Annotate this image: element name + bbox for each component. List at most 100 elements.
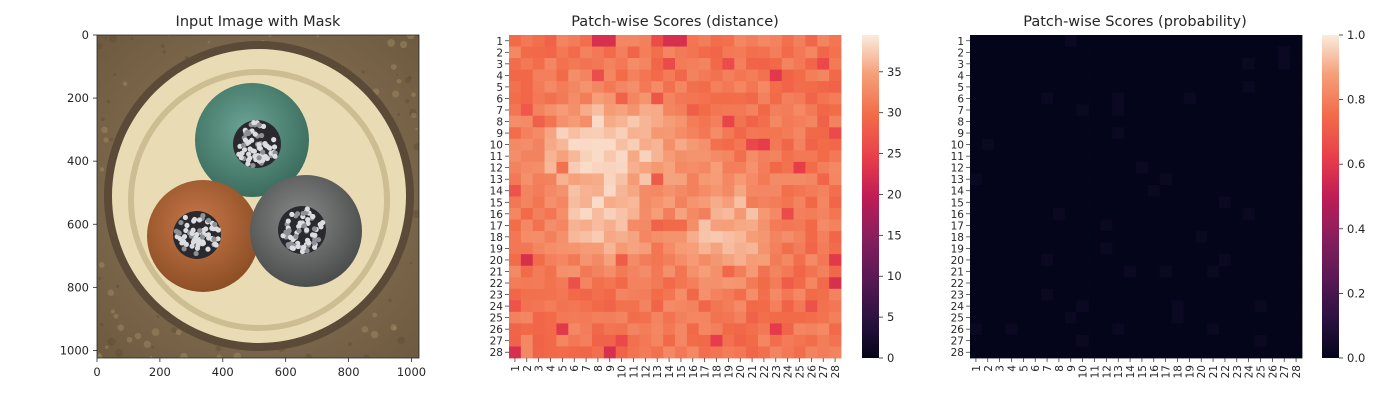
heatmap-cell (793, 46, 806, 59)
wire-strand (311, 244, 318, 250)
texture-speck (109, 137, 114, 142)
heatmap-cell (520, 161, 534, 174)
heatmap-cell (544, 254, 557, 267)
heatmap-cell (1195, 81, 1208, 94)
heatmap-cell (532, 161, 545, 174)
heatmap-cell (544, 265, 557, 278)
heatmap-cell (686, 265, 700, 278)
heatmap-cell (1290, 196, 1303, 209)
heatmap-cell (746, 127, 759, 140)
heatmap-cell (970, 104, 983, 117)
heatmap-cell (793, 196, 806, 209)
heatmap-cell (734, 254, 747, 267)
heatmap-y-tick-label: 15 (490, 197, 503, 209)
heatmap-cell (663, 265, 676, 278)
heatmap-cell (1159, 265, 1172, 278)
heatmap-cell (1029, 184, 1042, 197)
heatmap-x-tick-label: 12 (640, 365, 652, 378)
heatmap-y-tick-label: 9 (496, 128, 503, 140)
heatmap-cell (1029, 311, 1042, 324)
heatmap-cell (817, 81, 830, 94)
heatmap-cell (981, 115, 995, 128)
heatmap-cell (603, 115, 617, 128)
wire-strand (215, 227, 221, 233)
heatmap-cell (1230, 288, 1244, 301)
heatmap-cell (580, 81, 593, 94)
heatmap-cell (793, 115, 806, 128)
heatmap-cell (993, 127, 1006, 140)
heatmap-cell (734, 323, 747, 336)
heatmap-cell (698, 138, 711, 151)
heatmap-cell (817, 35, 830, 47)
heatmap-x-tick-label: 24 (783, 365, 795, 379)
heatmap-cell (1266, 323, 1279, 336)
texture-speck (392, 90, 400, 98)
heatmap-cell (1171, 254, 1184, 267)
heatmap-cell (639, 277, 652, 290)
heatmap-cell (627, 334, 640, 347)
heatmap-cell (627, 208, 640, 220)
heatmap-cell (580, 115, 593, 128)
heatmap-cell (1112, 219, 1125, 232)
heatmap-cell (556, 35, 569, 47)
heatmap-cell (1100, 115, 1113, 128)
heatmap-cell (580, 127, 593, 140)
wire-strand (295, 243, 301, 250)
heatmap-x-tick-label: 4 (546, 365, 558, 372)
heatmap-cell (710, 92, 723, 105)
heatmap-cell (1195, 288, 1208, 301)
heatmap-cell (1017, 219, 1030, 232)
heatmap-cell (1254, 300, 1267, 313)
heatmap-cell (1254, 242, 1267, 255)
heatmap-cell (1029, 150, 1042, 163)
heatmap-y-tick-label: 12 (490, 163, 503, 175)
texture-speck (180, 352, 188, 358)
heatmap-cell (651, 35, 664, 47)
heatmap-cell (722, 104, 735, 117)
heatmap-cell (981, 277, 995, 290)
texture-speck (107, 337, 116, 346)
heatmap-x-tick-label: 22 (759, 365, 771, 378)
heatmap-cell (1219, 208, 1232, 220)
heatmap-cell (1005, 265, 1018, 278)
heatmap-cell (1242, 254, 1255, 267)
heatmap-cell (675, 219, 688, 232)
heatmap-cell (1147, 69, 1161, 82)
heatmap-cell (1136, 115, 1149, 128)
heatmap-x-tick-label: 5 (1018, 365, 1030, 372)
heatmap-cell (1029, 219, 1042, 232)
heatmap-cell (1136, 35, 1149, 47)
heatmap-cell (663, 288, 676, 301)
heatmap-cell (592, 311, 605, 324)
heatmap-cell (1005, 288, 1018, 301)
heatmap-cell (580, 184, 593, 197)
heatmap-cell (710, 300, 723, 313)
heatmap-cell (592, 69, 605, 82)
heatmap-cell (520, 208, 534, 220)
heatmap-cell (1112, 196, 1125, 209)
heatmap-y-tick-label: 8 (496, 117, 503, 129)
heatmap-cell (1041, 46, 1054, 59)
heatmap-cell (615, 35, 628, 47)
heatmap-cell (1088, 184, 1101, 197)
texture-speck (370, 330, 379, 339)
heatmap-cell (651, 334, 664, 347)
heatmap-cell (1100, 208, 1113, 220)
heatmap-y-tick-label: 28 (951, 347, 964, 359)
heatmap-cell (651, 219, 664, 232)
heatmap-cell (1159, 35, 1172, 47)
heatmap-cell (1242, 184, 1255, 197)
heatmap-cell (1147, 311, 1161, 324)
heatmap-cell (1183, 161, 1196, 174)
heatmap-cell (781, 242, 794, 255)
heatmap-cell (1029, 196, 1042, 209)
wire-strand (304, 248, 310, 254)
heatmap-cell (1278, 219, 1291, 232)
heatmap-cell (544, 92, 557, 105)
heatmap-cell (1230, 161, 1244, 174)
heatmap-cell (1230, 265, 1244, 278)
heatmap-cell (1219, 104, 1232, 117)
image-x-axis: 0 200 400 600 800 1000 (93, 358, 426, 379)
heatmap-cell (580, 311, 593, 324)
heatmap-cell (698, 265, 711, 278)
